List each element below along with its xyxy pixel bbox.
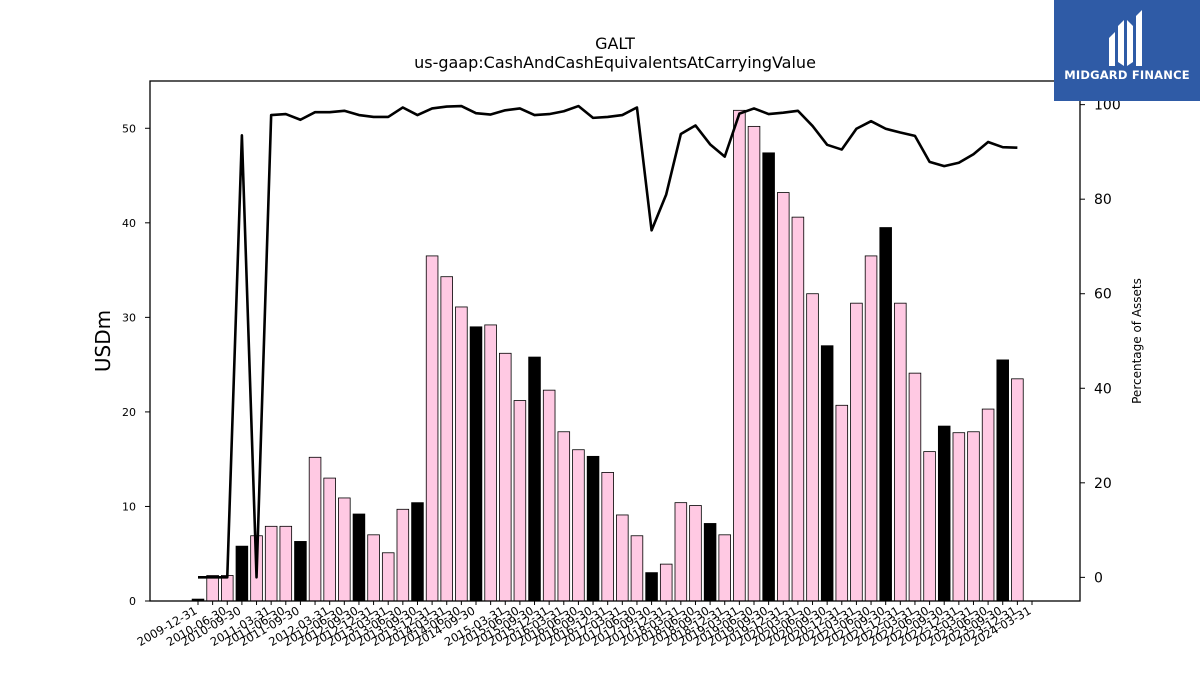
y2-tick-label: 0 bbox=[1094, 570, 1103, 586]
bar-2019-06-30 bbox=[747, 125, 761, 602]
bar-2018-12-31 bbox=[718, 534, 731, 602]
plot-frame bbox=[149, 80, 1081, 602]
bar-2017-06-30 bbox=[630, 535, 644, 602]
y-axis-label-left: USDm bbox=[91, 310, 115, 372]
bar-2014-09-30 bbox=[469, 326, 483, 602]
bar-2011-09-30 bbox=[294, 541, 307, 602]
bar-2020-09-30 bbox=[820, 345, 834, 602]
bar-2017-12-31 bbox=[659, 563, 673, 602]
y-axis-left: 0 10 20 30 40 50 bbox=[122, 122, 150, 608]
bar-2014-03-31 bbox=[440, 276, 453, 602]
bar-2022-06-30 bbox=[923, 451, 936, 602]
bar-2013-12-31 bbox=[425, 255, 439, 602]
chart-subtitle: us-gaap:CashAndCashEquivalentsAtCarrying… bbox=[414, 53, 816, 72]
bar-2023-12-31 bbox=[1011, 378, 1024, 602]
bar-2019-03-31 bbox=[733, 109, 746, 602]
bar-2020-06-30 bbox=[806, 293, 819, 602]
bar-2012-09-30 bbox=[352, 513, 366, 602]
y-axis-label-right: Percentage of Assets bbox=[1130, 278, 1144, 404]
bar-2014-06-30 bbox=[455, 306, 468, 602]
y2-tick-label: 20 bbox=[1094, 476, 1112, 492]
bar-2010-03-31 bbox=[206, 575, 219, 602]
y-tick-label: 20 bbox=[122, 406, 136, 419]
bar-2021-06-30 bbox=[864, 255, 878, 602]
bar-2023-06-30 bbox=[981, 408, 995, 602]
bar-2011-06-30 bbox=[279, 525, 293, 602]
bar-2018-06-30 bbox=[689, 505, 702, 602]
bar-2021-12-31 bbox=[894, 302, 907, 602]
logo: MIDGARD FINANCE bbox=[1054, 0, 1200, 101]
y-tick-label: 0 bbox=[129, 595, 136, 608]
bar-2014-12-31 bbox=[484, 324, 497, 602]
bar-2020-03-31 bbox=[791, 216, 805, 602]
bar-2010-09-30 bbox=[235, 545, 249, 602]
y-tick-label: 50 bbox=[122, 122, 136, 135]
bar-2013-06-30 bbox=[396, 508, 410, 602]
bar-2015-06-30 bbox=[513, 400, 527, 602]
midgard-logo-icon bbox=[1109, 10, 1142, 66]
bar-series bbox=[191, 109, 1024, 602]
bar-2021-09-30 bbox=[879, 227, 892, 602]
bar-2022-12-31 bbox=[952, 432, 966, 602]
bar-2019-09-30 bbox=[762, 152, 775, 602]
y-axis-right: 0 20 40 60 80 100 bbox=[1080, 98, 1121, 586]
bar-2012-06-30 bbox=[338, 497, 351, 602]
bar-2021-03-31 bbox=[850, 302, 863, 602]
bar-2015-03-31 bbox=[499, 352, 512, 602]
chart-title: GALT bbox=[595, 34, 635, 53]
logo-text: MIDGARD FINANCE bbox=[1064, 68, 1190, 82]
bar-2015-12-31 bbox=[542, 389, 556, 602]
bar-2016-03-31 bbox=[557, 431, 571, 602]
bar-2019-12-31 bbox=[777, 192, 790, 602]
y2-tick-label: 80 bbox=[1094, 192, 1112, 208]
y2-tick-label: 100 bbox=[1094, 98, 1121, 114]
bar-2017-09-30 bbox=[645, 572, 658, 602]
y-tick-label: 30 bbox=[122, 311, 136, 324]
bar-2011-03-31 bbox=[264, 525, 278, 602]
bar-2011-12-31 bbox=[308, 456, 322, 602]
y-tick-label: 40 bbox=[122, 217, 136, 230]
y2-tick-label: 40 bbox=[1094, 381, 1112, 397]
bar-2012-12-31 bbox=[367, 534, 380, 602]
y2-tick-label: 60 bbox=[1094, 287, 1112, 303]
bar-2010-06-30 bbox=[221, 575, 234, 602]
bar-2020-12-31 bbox=[835, 404, 849, 602]
bar-2018-03-31 bbox=[674, 502, 688, 602]
bar-2023-03-31 bbox=[967, 431, 980, 602]
x-axis: 2009-12-312010-06-302010-09-302011-03-31… bbox=[135, 601, 1034, 649]
bar-2018-09-30 bbox=[703, 523, 717, 602]
y-tick-label: 10 bbox=[122, 500, 136, 513]
bar-2016-06-30 bbox=[572, 449, 585, 602]
bar-2013-03-31 bbox=[381, 552, 395, 602]
bar-2023-09-30 bbox=[996, 359, 1009, 602]
bar-2022-03-31 bbox=[908, 372, 922, 602]
bar-2013-09-30 bbox=[411, 502, 424, 602]
line-series bbox=[197, 104, 1018, 579]
bar-2017-03-31 bbox=[616, 514, 629, 602]
bar-2012-03-31 bbox=[323, 477, 336, 602]
bar-2015-09-30 bbox=[528, 356, 541, 602]
bar-2016-09-30 bbox=[586, 455, 600, 602]
bar-2022-09-30 bbox=[937, 425, 951, 602]
bar-2016-12-31 bbox=[601, 472, 614, 602]
